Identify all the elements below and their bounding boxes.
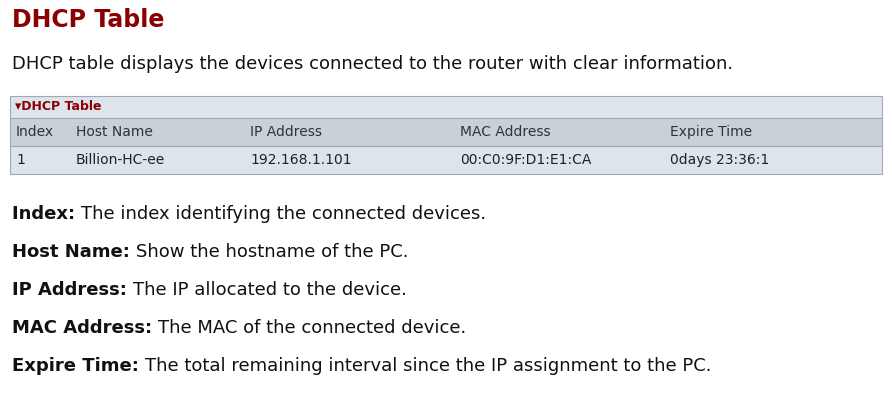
Text: Expire Time:: Expire Time: <box>12 357 145 375</box>
Text: Index: Index <box>16 125 54 139</box>
Text: The IP allocated to the device.: The IP allocated to the device. <box>133 281 407 299</box>
Bar <box>10 118 882 146</box>
Text: The MAC of the connected device.: The MAC of the connected device. <box>159 319 467 337</box>
Text: MAC Address: MAC Address <box>460 125 550 139</box>
Text: 00:C0:9F:D1:E1:CA: 00:C0:9F:D1:E1:CA <box>460 153 591 167</box>
Bar <box>10 96 882 174</box>
Text: 0days 23:36:1: 0days 23:36:1 <box>670 153 769 167</box>
Text: ▾DHCP Table: ▾DHCP Table <box>15 101 102 114</box>
Text: The total remaining interval since the IP assignment to the PC.: The total remaining interval since the I… <box>145 357 712 375</box>
Text: Billion-HC-ee: Billion-HC-ee <box>76 153 165 167</box>
Text: Index:: Index: <box>12 205 81 223</box>
Text: 192.168.1.101: 192.168.1.101 <box>250 153 351 167</box>
Text: Expire Time: Expire Time <box>670 125 752 139</box>
Text: Host Name: Host Name <box>76 125 153 139</box>
Text: IP Address: IP Address <box>250 125 322 139</box>
Bar <box>10 96 882 118</box>
Text: MAC Address:: MAC Address: <box>12 319 159 337</box>
Text: DHCP Table: DHCP Table <box>12 8 164 32</box>
Text: IP Address:: IP Address: <box>12 281 133 299</box>
Text: Host Name:: Host Name: <box>12 243 136 261</box>
Text: 1: 1 <box>16 153 25 167</box>
Text: The index identifying the connected devices.: The index identifying the connected devi… <box>81 205 486 223</box>
Bar <box>10 146 882 174</box>
Text: DHCP table displays the devices connected to the router with clear information.: DHCP table displays the devices connecte… <box>12 55 733 73</box>
Text: Show the hostname of the PC.: Show the hostname of the PC. <box>136 243 409 261</box>
